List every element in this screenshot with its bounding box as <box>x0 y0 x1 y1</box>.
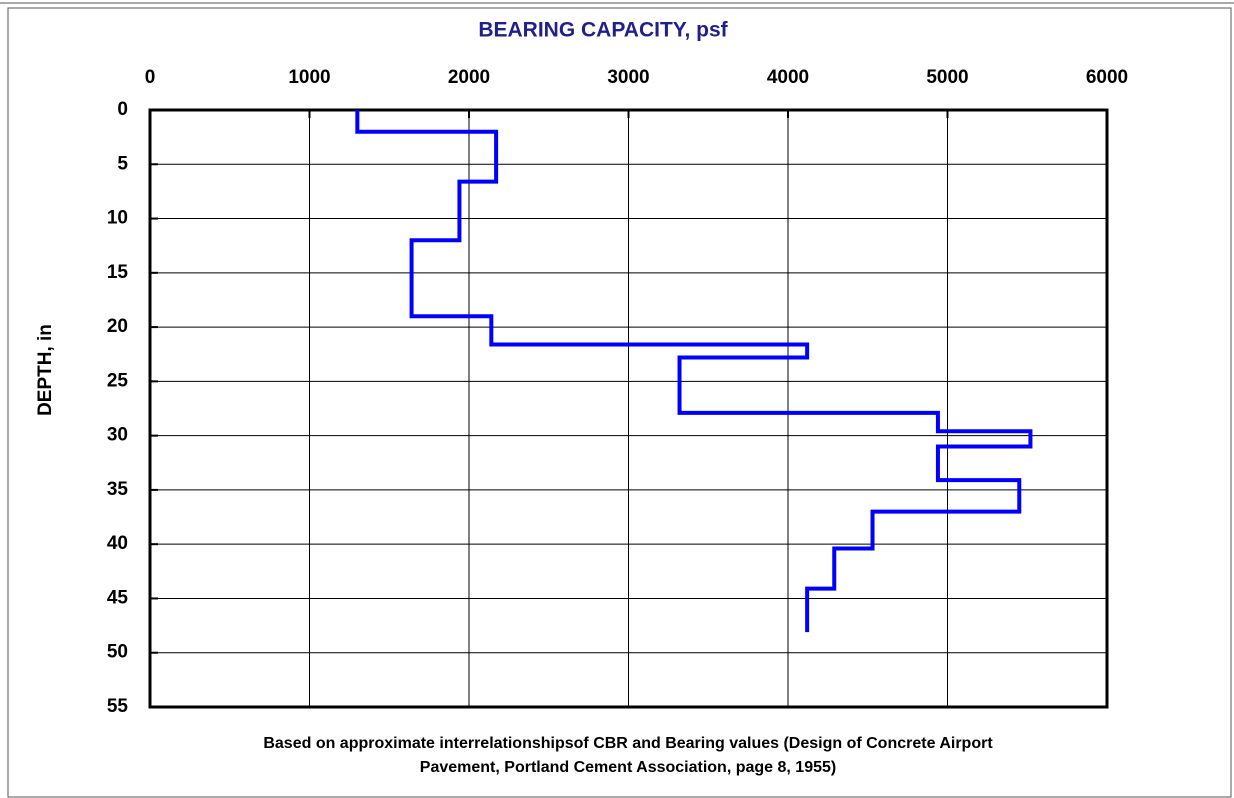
y-tick-label: 10 <box>107 208 128 229</box>
y-tick-label: 45 <box>107 587 129 608</box>
footnote: Pavement, Portland Cement Association, p… <box>420 759 836 776</box>
y-tick-label: 5 <box>117 153 128 174</box>
y-tick-label: 25 <box>107 370 129 391</box>
x-tick-label: 4000 <box>767 67 809 88</box>
y-tick-label: 55 <box>107 696 129 717</box>
x-tick-label: 2000 <box>448 67 490 88</box>
footnote: Based on approximate interrelationshipso… <box>263 735 993 752</box>
y-tick-label: 15 <box>107 262 129 283</box>
x-tick-label: 1000 <box>288 67 330 88</box>
chart-title: BEARING CAPACITY, psf <box>478 19 728 42</box>
y-tick-label: 30 <box>107 425 128 446</box>
x-tick-label: 3000 <box>607 67 649 88</box>
y-tick-label: 20 <box>107 316 128 337</box>
x-tick-label: 6000 <box>1086 67 1128 88</box>
y-tick-label: 40 <box>107 533 128 554</box>
x-tick-label: 5000 <box>926 67 968 88</box>
y-tick-label: 0 <box>117 99 128 120</box>
x-tick-label: 0 <box>145 67 156 88</box>
y-tick-label: 50 <box>107 642 128 663</box>
plot-frame <box>148 108 1109 709</box>
y-axis-label: DEPTH, in <box>35 324 56 416</box>
y-tick-label: 35 <box>107 479 129 500</box>
frame <box>7 7 1232 798</box>
data-line <box>355 110 1033 633</box>
